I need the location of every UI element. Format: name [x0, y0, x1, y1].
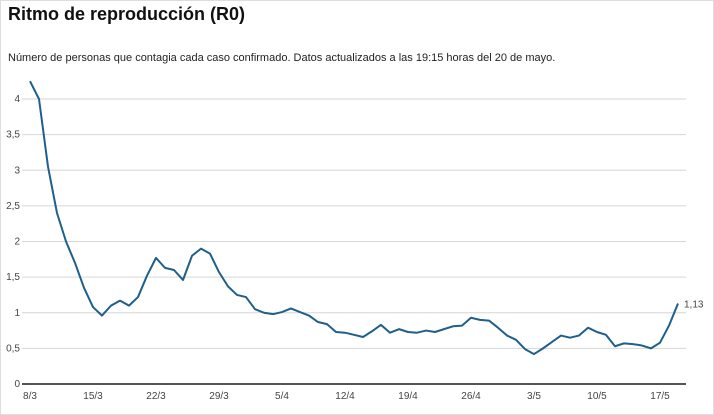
y-tick-label: 0: [14, 379, 20, 390]
y-tick-label: 3,5: [6, 130, 20, 141]
y-tick-label: 3: [14, 165, 20, 176]
y-tick-label: 4: [14, 94, 20, 105]
x-tick-label: 26/4: [461, 391, 481, 402]
chart-title: Ritmo de reproducción (R0): [8, 4, 246, 24]
x-tick-label: 12/4: [335, 391, 355, 402]
y-tick-label: 1: [14, 308, 20, 319]
y-tick-label: 2: [14, 237, 20, 248]
x-tick-label: 17/5: [650, 391, 670, 402]
y-tick-label: 0,5: [6, 343, 20, 354]
x-tick-label: 8/3: [23, 391, 37, 402]
end-value-label: 1,13: [684, 299, 704, 310]
x-tick-label: 19/4: [398, 391, 418, 402]
x-tick-label: 10/5: [587, 391, 607, 402]
x-tick-label: 29/3: [209, 391, 229, 402]
y-tick-label: 1,5: [6, 272, 20, 283]
x-tick-label: 3/5: [527, 391, 541, 402]
x-tick-label: 15/3: [83, 391, 103, 402]
x-tick-label: 5/4: [275, 391, 289, 402]
y-tick-label: 2,5: [6, 201, 20, 212]
chart-subtitle: Número de personas que contagia cada cas…: [8, 52, 556, 64]
x-tick-label: 22/3: [146, 391, 166, 402]
